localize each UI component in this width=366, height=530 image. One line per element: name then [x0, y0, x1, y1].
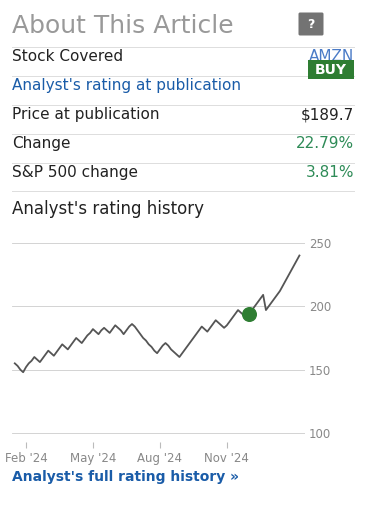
Text: $189.7: $189.7 — [301, 107, 354, 122]
Point — [246, 310, 252, 318]
Text: S&P 500 change: S&P 500 change — [12, 165, 138, 180]
Text: Analyst's full rating history »: Analyst's full rating history » — [12, 470, 239, 484]
Text: Change: Change — [12, 136, 71, 151]
Text: Analyst's rating history: Analyst's rating history — [12, 200, 204, 218]
Text: 3.81%: 3.81% — [306, 165, 354, 180]
Text: About This Article: About This Article — [12, 14, 234, 38]
Text: Price at publication: Price at publication — [12, 107, 160, 122]
Text: Stock Covered: Stock Covered — [12, 49, 123, 64]
FancyBboxPatch shape — [299, 13, 324, 36]
Text: 22.79%: 22.79% — [296, 136, 354, 151]
FancyBboxPatch shape — [308, 60, 354, 79]
Text: Analyst's rating at publication: Analyst's rating at publication — [12, 78, 241, 93]
Text: ?: ? — [307, 17, 315, 31]
Text: BUY: BUY — [315, 63, 347, 76]
Text: AMZN: AMZN — [309, 49, 354, 64]
